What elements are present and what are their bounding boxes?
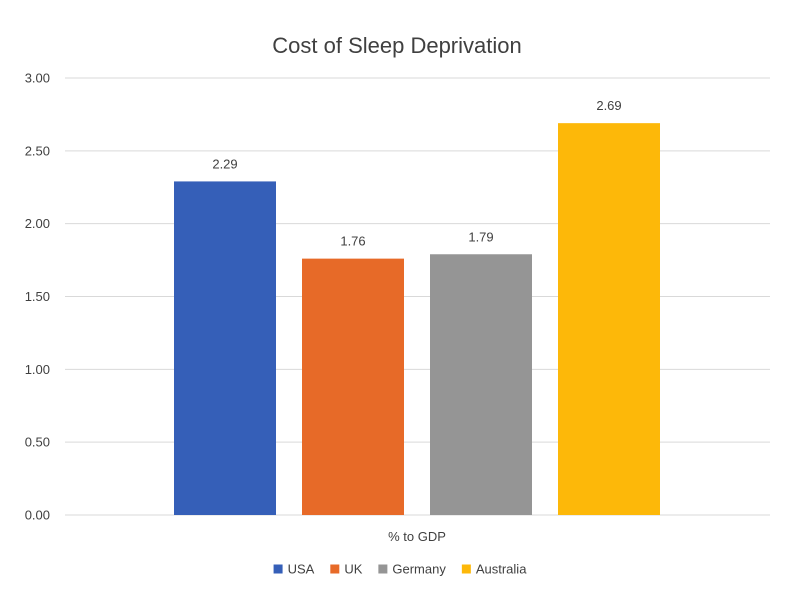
legend-label: USA [288, 562, 315, 577]
data-labels: 2.29 1.76 1.79 2.69 [212, 98, 621, 248]
legend-swatch [461, 564, 471, 574]
bar-germany [430, 254, 532, 516]
legend-label: Australia [476, 562, 527, 577]
gridlines [65, 77, 770, 516]
legend-swatch [273, 564, 283, 574]
legend-item-uk: UK [330, 562, 363, 577]
legend-label: UK [344, 562, 362, 577]
bar-uk [302, 258, 404, 515]
legend-item-germany: Germany [378, 562, 446, 577]
chart-title: Cost of Sleep Deprivation [272, 33, 521, 58]
y-tick-label: 2.50 [25, 143, 50, 158]
y-tick-label: 0.50 [25, 435, 50, 450]
data-label-usa: 2.29 [212, 156, 237, 171]
y-tick-label: 1.00 [25, 362, 50, 377]
category-label: % to GDP [388, 529, 446, 544]
y-axis-ticks: 0.00 0.50 1.00 1.50 2.00 2.50 3.00 [25, 71, 50, 523]
data-label-australia: 2.69 [596, 98, 621, 113]
data-label-germany: 1.79 [468, 229, 493, 244]
bar-australia [558, 123, 660, 515]
y-tick-label: 3.00 [25, 71, 50, 86]
legend-label: Germany [392, 562, 446, 577]
legend-item-australia: Australia [461, 562, 527, 577]
bars [174, 123, 660, 516]
legend: USA UK Germany Australia [273, 562, 527, 577]
y-tick-label: 2.00 [25, 216, 50, 231]
y-tick-label: 1.50 [25, 289, 50, 304]
legend-item-usa: USA [273, 562, 315, 577]
legend-swatch [378, 564, 388, 574]
bar-usa [174, 181, 276, 515]
y-tick-label: 0.00 [25, 508, 50, 523]
legend-swatch [330, 564, 340, 574]
data-label-uk: 1.76 [340, 234, 365, 249]
